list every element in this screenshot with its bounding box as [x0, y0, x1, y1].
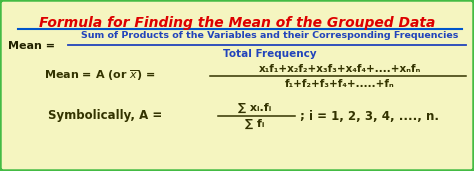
Text: Total Frequency: Total Frequency: [223, 49, 317, 59]
Text: x₁f₁+x₂f₂+x₃f₃+x₄f₄+....+xₙfₙ: x₁f₁+x₂f₂+x₃f₃+x₄f₄+....+xₙfₙ: [259, 64, 421, 74]
Text: Mean = A (or $\overline{x}$) =: Mean = A (or $\overline{x}$) =: [45, 69, 155, 83]
Text: Mean =: Mean =: [8, 41, 55, 51]
Text: Sum of Products of the Variables and their Corresponding Frequencies: Sum of Products of the Variables and the…: [82, 31, 459, 41]
Text: ; i = 1, 2, 3, 4, ...., n.: ; i = 1, 2, 3, 4, ...., n.: [300, 109, 439, 122]
Text: f₁+f₂+f₃+f₄+.....+fₙ: f₁+f₂+f₃+f₄+.....+fₙ: [285, 79, 395, 89]
Text: Symbolically, A =: Symbolically, A =: [48, 109, 162, 122]
Text: ∑ xᵢ.fᵢ: ∑ xᵢ.fᵢ: [238, 103, 272, 113]
Text: Formula for Finding the Mean of the Grouped Data: Formula for Finding the Mean of the Grou…: [39, 16, 435, 30]
Text: ∑ fᵢ: ∑ fᵢ: [246, 119, 264, 129]
